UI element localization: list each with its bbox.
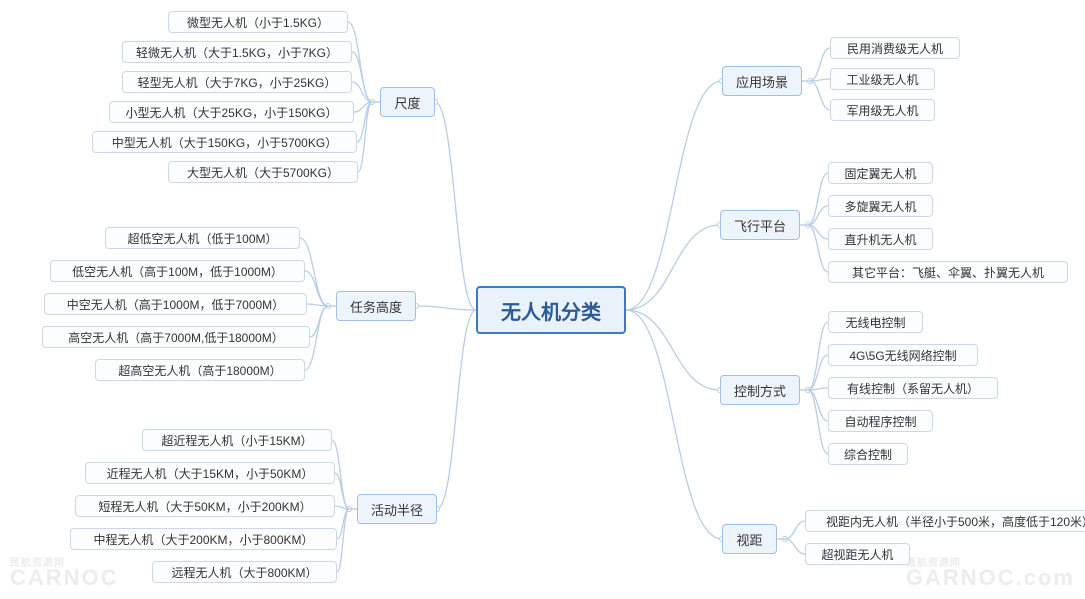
leaf-altitude-0: 超低空无人机（低于100M） [105,227,300,249]
leaf-altitude-3: 高空无人机（高于7000M,低于18000M） [42,326,310,348]
leaf-platform-2: 直升机无人机 [828,228,933,250]
watermark-left: 民航资源网 CARNOC [10,554,119,591]
watermark-right: 通航资源网 GARNOC.com [906,554,1075,591]
leaf-control-2: 有线控制（系留无人机） [828,377,998,399]
branch-dimension: 尺度 [380,87,435,117]
leaf-scene-2: 军用级无人机 [830,99,935,121]
leaf-control-4: 综合控制 [828,443,908,465]
watermark-left-main: CARNOC [10,565,119,590]
leaf-platform-3: 其它平台：飞艇、伞翼、扑翼无人机 [828,261,1068,283]
leaf-sight-0: 视距内无人机（半径小于500米，高度低于120米） [805,510,1085,532]
branch-control: 控制方式 [720,375,800,405]
leaf-radius-0: 超近程无人机（小于15KM） [142,429,332,451]
leaf-dimension-0: 微型无人机（小于1.5KG） [168,11,348,33]
leaf-radius-2: 短程无人机（大于50KM，小于200KM） [75,495,335,517]
leaf-control-0: 无线电控制 [828,311,923,333]
leaf-control-3: 自动程序控制 [828,410,933,432]
branch-altitude: 任务高度 [336,291,416,321]
branch-platform: 飞行平台 [720,210,800,240]
leaf-altitude-2: 中空无人机（高于1000M，低于7000M） [44,293,307,315]
leaf-altitude-1: 低空无人机（高于100M，低于1000M） [50,260,305,282]
leaf-dimension-3: 小型无人机（大于25KG，小于150KG） [109,101,354,123]
leaf-scene-1: 工业级无人机 [830,68,935,90]
leaf-altitude-4: 超高空无人机（高于18000M） [95,359,305,381]
branch-sight: 视距 [722,524,777,554]
branch-radius: 活动半径 [357,494,437,524]
root-node: 无人机分类 [476,286,626,334]
branch-scene: 应用场景 [722,66,802,96]
leaf-scene-0: 民用消费级无人机 [830,37,960,59]
leaf-dimension-2: 轻型无人机（大于7KG，小于25KG） [122,71,352,93]
watermark-right-main: GARNOC.com [906,565,1075,590]
leaf-radius-1: 近程无人机（大于15KM，小于50KM） [85,462,335,484]
leaf-dimension-4: 中型无人机（大于150KG，小于5700KG） [92,131,357,153]
leaf-platform-0: 固定翼无人机 [828,162,933,184]
leaf-sight-1: 超视距无人机 [805,543,910,565]
leaf-dimension-5: 大型无人机（大于5700KG） [168,161,358,183]
leaf-radius-3: 中程无人机（大于200KM，小于800KM） [70,528,337,550]
leaf-control-1: 4G\5G无线网络控制 [828,344,978,366]
leaf-platform-1: 多旋翼无人机 [828,195,933,217]
leaf-dimension-1: 轻微无人机（大于1.5KG，小于7KG） [122,41,352,63]
leaf-radius-4: 远程无人机（大于800KM） [152,561,337,583]
